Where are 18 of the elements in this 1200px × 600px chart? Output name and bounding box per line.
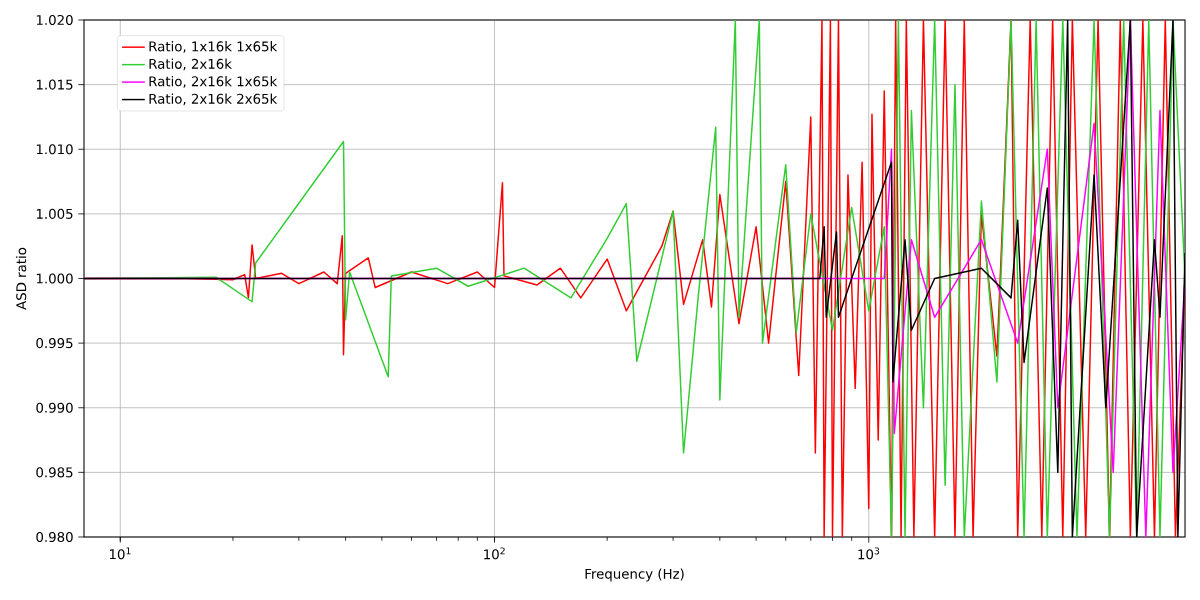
x-tick-label: 10$^{1}$ [109,547,131,560]
y-tick-label: 0.980 [36,531,73,543]
legend-label: Ratio, 1x16k 1x65k [149,41,278,53]
y-tick-label: 1.005 [36,208,73,219]
y-axis-title: ASD ratio [15,247,27,310]
x-tick-label: 10$^{2}$ [484,547,505,560]
legend-label: Ratio, 2x16k [149,58,232,71]
y-tick-label: 1.020 [36,14,73,26]
y-tick-label: 0.985 [36,467,73,478]
y-tick-label: 1.015 [36,79,73,90]
legend-label: Ratio, 2x16k 1x65k [149,76,278,88]
legend-label: Ratio, 2x16k 2x65k [149,93,278,106]
y-tick-label: 0.990 [36,402,73,413]
x-tick-label: 10$^{3}$ [858,547,880,560]
x-axis-title: Frequency (Hz) [585,568,684,582]
y-tick-label: 0.995 [36,338,73,349]
y-tick-label: 1.010 [36,144,73,155]
y-tick-label: 1.000 [36,273,73,284]
